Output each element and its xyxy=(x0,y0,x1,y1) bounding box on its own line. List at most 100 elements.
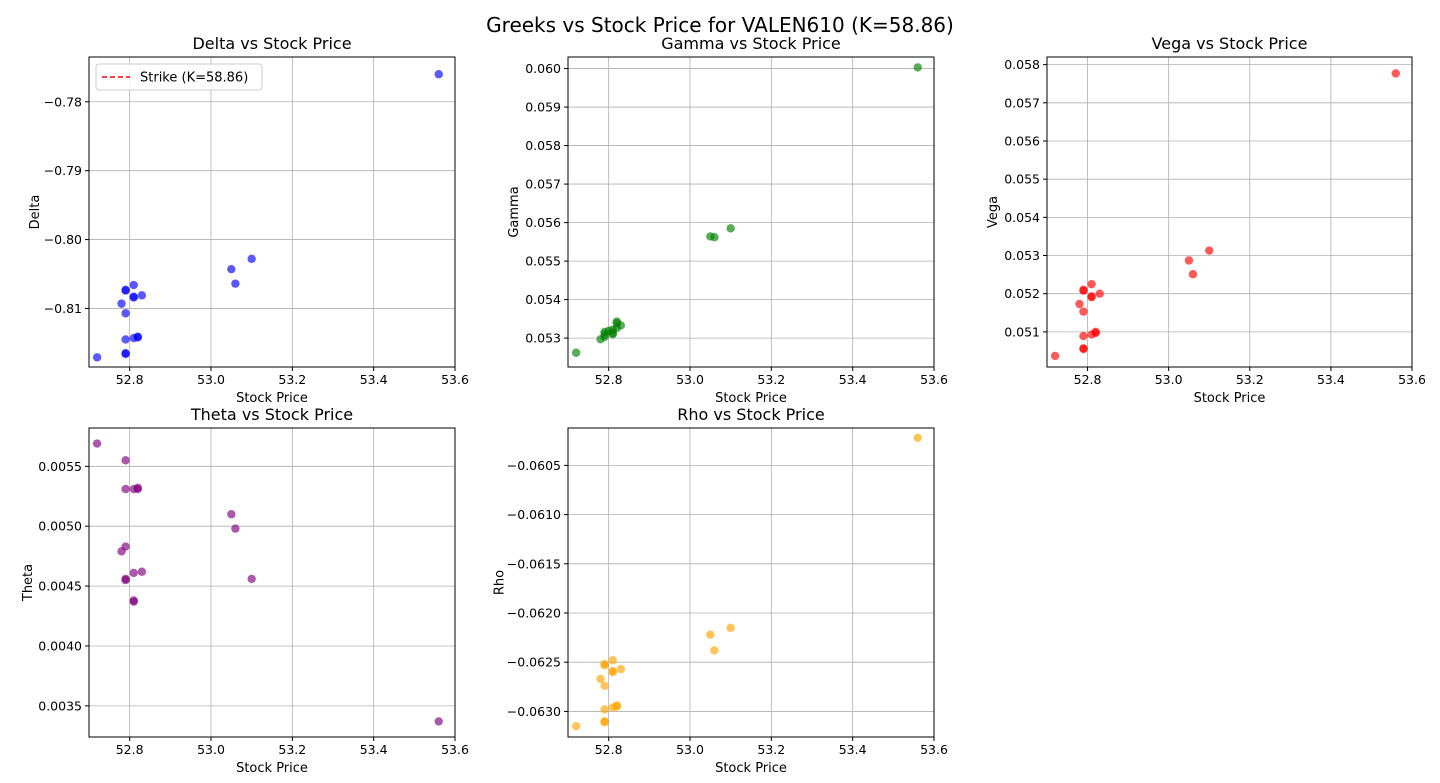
x-tick-label: 53.2 xyxy=(278,372,306,387)
legend: Strike (K=58.86) xyxy=(95,63,263,91)
subplot-vega: 52.8 53.0 53.2 53.4 53.6 0.051 0.052 0.053 0.054… xyxy=(986,34,1426,406)
data-point xyxy=(571,721,581,731)
y-tick-label: 0.057 xyxy=(525,177,561,192)
data-point xyxy=(600,659,609,669)
subplot-rho: 52.8 53.0 53.2 53.4 53.6 −0.0605 −0.0610 −0.061… xyxy=(493,405,948,776)
data-point xyxy=(231,279,240,288)
x-axis-label: Stock Price xyxy=(715,761,787,776)
data-point xyxy=(121,349,130,359)
y-tick-label: −0.0605 xyxy=(507,458,561,473)
subplot-title: Vega vs Stock Price xyxy=(1152,34,1308,53)
x-tick-label: 53.2 xyxy=(757,372,785,387)
data-point xyxy=(92,353,102,362)
data-point xyxy=(1079,285,1088,295)
data-point xyxy=(247,574,256,584)
data-point xyxy=(913,63,922,72)
figure-title: Greeks vs Stock Price for VALEN610 (K=58… xyxy=(486,13,954,37)
data-point xyxy=(121,542,130,551)
data-point xyxy=(608,656,617,665)
x-tick-label: 53.4 xyxy=(839,742,867,757)
y-tick-label: 0.0055 xyxy=(38,459,82,474)
subplot-title: Delta vs Stock Price xyxy=(192,34,351,53)
x-axis-label: Stock Price xyxy=(236,761,308,776)
data-point xyxy=(121,309,130,318)
data-point xyxy=(1095,289,1104,298)
data-point xyxy=(121,575,130,585)
data-point xyxy=(600,717,609,726)
y-tick-label: 0.051 xyxy=(1004,324,1040,339)
data-point xyxy=(133,484,142,494)
y-tick-label: −0.80 xyxy=(44,232,82,247)
x-tick-label: 53.6 xyxy=(441,372,469,387)
data-point xyxy=(1079,344,1088,354)
data-point xyxy=(1205,246,1214,255)
x-tick-label: 52.8 xyxy=(595,372,623,387)
x-tick-label: 53.2 xyxy=(757,742,785,757)
x-tick-label: 53.6 xyxy=(441,742,469,757)
y-tick-label: −0.0610 xyxy=(507,507,561,522)
y-tick-label: 0.059 xyxy=(525,100,561,115)
data-point xyxy=(434,70,443,79)
x-tick-label: 52.8 xyxy=(1074,372,1102,387)
data-point xyxy=(710,646,719,655)
data-point xyxy=(231,524,240,533)
data-point xyxy=(137,567,147,576)
y-tick-label: −0.0620 xyxy=(507,606,561,621)
data-point xyxy=(600,681,609,691)
data-point xyxy=(117,299,126,308)
x-tick-label: 53.4 xyxy=(360,742,388,757)
x-tick-label: 53.0 xyxy=(1155,372,1183,387)
data-point xyxy=(600,705,609,714)
data-point xyxy=(1079,331,1088,341)
data-point xyxy=(137,291,147,300)
data-point xyxy=(1184,256,1194,265)
y-tick-label: 0.053 xyxy=(525,331,561,346)
y-axis-label: Theta xyxy=(21,564,36,602)
y-tick-label: 0.0035 xyxy=(38,698,82,713)
y-tick-label: 0.0045 xyxy=(38,579,82,594)
y-tick-label: −0.0615 xyxy=(507,556,561,571)
y-tick-label: 0.055 xyxy=(525,254,561,269)
x-tick-label: 53.6 xyxy=(1398,372,1426,387)
x-axis-label: Stock Price xyxy=(236,391,308,406)
x-tick-label: 53.4 xyxy=(1317,372,1345,387)
data-point xyxy=(1087,292,1096,301)
x-tick-label: 53.0 xyxy=(197,372,225,387)
subplot-title: Rho vs Stock Price xyxy=(677,405,824,424)
data-point xyxy=(571,348,581,357)
data-point xyxy=(227,510,236,519)
y-tick-label: 0.054 xyxy=(1004,210,1040,225)
y-axis-label: Gamma xyxy=(507,186,522,237)
x-tick-label: 52.8 xyxy=(595,742,623,757)
data-point xyxy=(1050,351,1060,361)
y-tick-label: −0.81 xyxy=(44,301,82,316)
subplot-title: Theta vs Stock Price xyxy=(190,405,353,424)
legend-box xyxy=(95,63,263,91)
legend-label: Strike (K=58.86) xyxy=(140,71,248,86)
data-point xyxy=(612,701,621,710)
data-point xyxy=(92,439,102,448)
data-point xyxy=(1188,270,1198,279)
y-tick-label: 0.056 xyxy=(525,215,561,230)
y-axis-label: Rho xyxy=(493,570,508,595)
y-tick-label: 0.058 xyxy=(1004,57,1040,72)
y-tick-label: −0.0625 xyxy=(507,655,561,670)
x-axis-label: Stock Price xyxy=(715,391,787,406)
x-tick-label: 53.0 xyxy=(676,372,704,387)
data-point xyxy=(434,717,443,726)
x-tick-label: 53.6 xyxy=(920,372,948,387)
y-tick-label: 0.056 xyxy=(1004,133,1040,148)
data-point xyxy=(1075,299,1084,309)
data-point xyxy=(227,264,236,274)
x-tick-label: 52.8 xyxy=(116,372,144,387)
data-point xyxy=(133,332,142,341)
data-point xyxy=(1087,279,1096,289)
data-point xyxy=(121,335,130,344)
data-point xyxy=(1391,69,1400,78)
data-point xyxy=(726,623,735,632)
axes-frame xyxy=(1046,56,1413,368)
y-tick-label: −0.78 xyxy=(44,94,82,109)
y-tick-label: 0.057 xyxy=(1004,95,1040,110)
y-tick-label: −0.79 xyxy=(44,163,82,178)
